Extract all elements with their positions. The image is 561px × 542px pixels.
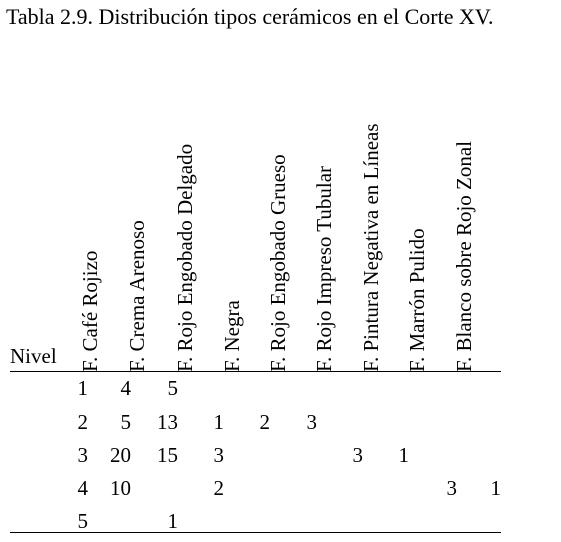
table-title: Tabla 2.9. Distribución tipos cerámicos … <box>6 4 494 29</box>
bottom-rule <box>10 532 501 533</box>
row-header-nivel: Nivel <box>10 344 57 368</box>
column-header-label: F. Blanco sobre Rojo Zonal <box>452 140 476 372</box>
nivel-cell: 3 <box>77 443 89 467</box>
table-cell: 3 <box>306 410 318 434</box>
column-header: F. Crema Arenoso <box>125 72 171 372</box>
table-cell: 3 <box>213 443 225 467</box>
table-cell: 15 <box>157 443 178 467</box>
table-cell: 20 <box>110 443 131 467</box>
column-header-label: F. Marrón Pulido <box>405 228 429 372</box>
nivel-cell: 2 <box>77 410 89 434</box>
nivel-cell: 5 <box>77 509 89 533</box>
column-header: F. Marrón Pulido <box>405 72 451 372</box>
table-cell: 2 <box>259 410 271 434</box>
table-cell: 3 <box>352 443 364 467</box>
column-header: F. Negra <box>220 72 266 372</box>
table-cell: 5 <box>167 376 179 400</box>
table-cell: 1 <box>213 410 225 434</box>
column-header-label: F. Crema Arenoso <box>125 220 149 372</box>
table-cell: 5 <box>120 410 132 434</box>
column-header-label: F. Pintura Negativa en Líneas <box>359 123 383 372</box>
table-cell: 13 <box>157 410 178 434</box>
table-cell: 1 <box>167 509 179 533</box>
column-header-label: F. Rojo Engobado Delgado <box>173 143 197 372</box>
column-header: F. Pintura Negativa en Líneas <box>359 72 405 372</box>
column-header: F. Blanco sobre Rojo Zonal <box>452 72 498 372</box>
column-header: F. Rojo Impreso Tubular <box>312 72 358 372</box>
table-cell: 3 <box>446 476 458 500</box>
column-header: F. Café Rojizo <box>78 72 124 372</box>
column-header-label: F. Café Rojizo <box>78 250 102 372</box>
table-cell: 10 <box>110 476 131 500</box>
table-cell: 4 <box>120 376 132 400</box>
table-cell: 1 <box>490 476 502 500</box>
nivel-cell: 1 <box>77 376 89 400</box>
table-cell: 1 <box>398 443 410 467</box>
column-header-label: F. Rojo Engobado Grueso <box>266 154 290 372</box>
column-header-label: F. Negra <box>220 300 244 372</box>
nivel-cell: 4 <box>77 476 89 500</box>
column-header: F. Rojo Engobado Delgado <box>173 72 219 372</box>
column-header-label: F. Rojo Impreso Tubular <box>312 165 336 372</box>
header-rule <box>10 371 501 372</box>
column-header: F. Rojo Engobado Grueso <box>266 72 312 372</box>
table-cell: 2 <box>213 476 225 500</box>
